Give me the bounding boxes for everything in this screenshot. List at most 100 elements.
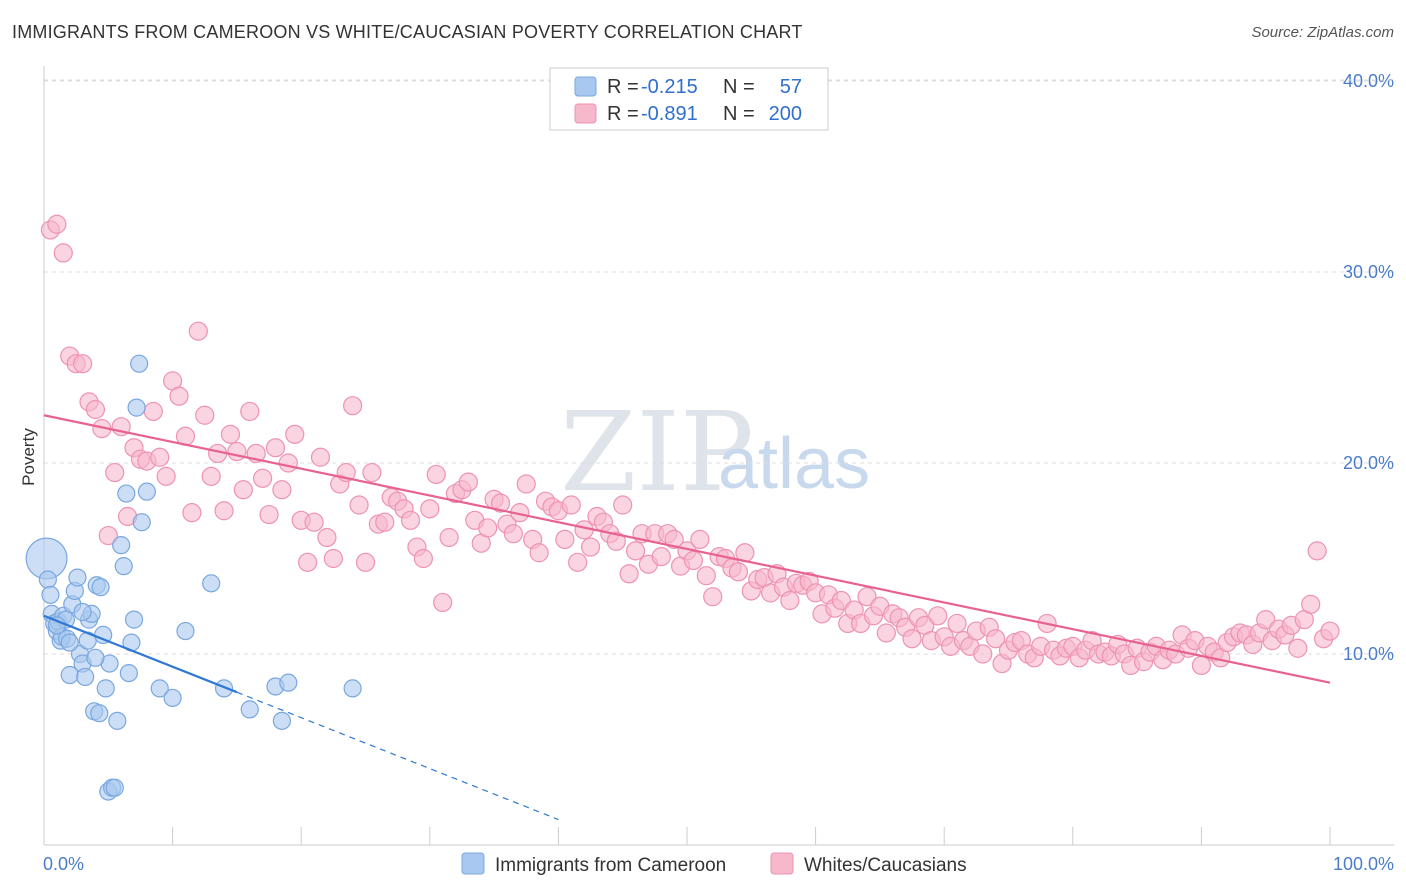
point-cameroon bbox=[91, 578, 110, 597]
point-whites bbox=[317, 527, 337, 548]
point-whites bbox=[53, 243, 73, 263]
point-whites bbox=[188, 321, 208, 341]
point-whites bbox=[214, 501, 234, 521]
point-cameroon bbox=[119, 663, 138, 683]
point-whites bbox=[85, 399, 106, 420]
point-whites bbox=[728, 562, 749, 582]
point-cameroon bbox=[38, 570, 57, 589]
point-whites bbox=[516, 474, 536, 494]
point-whites bbox=[233, 480, 253, 500]
point-whites bbox=[265, 438, 286, 458]
point-cameroon bbox=[112, 536, 131, 555]
point-whites bbox=[580, 537, 601, 557]
legend-n-label-2: N = bbox=[723, 103, 755, 125]
point-whites bbox=[355, 552, 376, 572]
point-whites bbox=[426, 464, 446, 485]
point-cameroon bbox=[132, 513, 151, 532]
point-whites bbox=[240, 401, 260, 422]
point-cameroon bbox=[60, 633, 79, 652]
point-whites bbox=[780, 590, 800, 611]
x-tick-min: 0.0% bbox=[43, 854, 84, 874]
point-whites bbox=[902, 629, 922, 649]
point-whites bbox=[349, 495, 369, 515]
point-cameroon bbox=[68, 568, 87, 587]
point-whites bbox=[272, 480, 292, 500]
point-cameroon bbox=[114, 557, 133, 576]
bottom-legend-swatch-blue bbox=[461, 852, 485, 875]
trend-line-cameroon bbox=[43, 614, 238, 694]
point-whites bbox=[47, 214, 67, 234]
point-whites bbox=[986, 629, 1006, 649]
point-whites bbox=[928, 606, 948, 626]
point-whites bbox=[619, 564, 639, 584]
point-whites bbox=[857, 587, 877, 607]
grid-lines: 10.0% 20.0% 30.0% 40.0% bbox=[44, 71, 1394, 664]
point-whites bbox=[439, 527, 459, 548]
point-whites bbox=[458, 472, 478, 492]
legend-r-label-1: R = bbox=[607, 76, 639, 98]
point-whites bbox=[343, 396, 363, 416]
point-whites bbox=[568, 552, 588, 572]
point-whites bbox=[253, 468, 273, 488]
point-cameroon bbox=[214, 679, 234, 698]
point-whites bbox=[478, 518, 498, 538]
point-cameroon bbox=[137, 482, 156, 501]
point-cameroon bbox=[41, 585, 60, 604]
point-whites bbox=[1320, 621, 1340, 641]
y-axis-label: Poverty bbox=[19, 428, 38, 486]
point-whites bbox=[529, 543, 549, 563]
point-cameroon bbox=[90, 704, 109, 723]
point-whites bbox=[143, 401, 163, 422]
bottom-legend-series2: Whites/Caucasians bbox=[804, 855, 967, 876]
point-whites bbox=[227, 441, 247, 462]
point-whites bbox=[1307, 541, 1327, 561]
point-whites bbox=[651, 546, 671, 567]
trend-line-cameroon-extension bbox=[236, 691, 559, 821]
y-tick-label: 40.0% bbox=[1343, 71, 1394, 91]
legend-swatch-pink bbox=[574, 103, 597, 124]
point-cameroon bbox=[240, 700, 259, 719]
legend-swatch-blue bbox=[574, 76, 597, 97]
point-whites bbox=[973, 644, 993, 664]
trend-line-whites bbox=[43, 414, 1331, 684]
legend-box: R = -0.215 N = 57 R = -0.891 N = 200 bbox=[549, 67, 829, 131]
source-label: Source: ZipAtlas.com bbox=[1251, 24, 1394, 41]
point-cameroon bbox=[202, 574, 221, 593]
point-whites bbox=[1256, 610, 1276, 630]
legend-r-label-2: R = bbox=[607, 103, 639, 125]
point-whites bbox=[555, 529, 575, 550]
point-whites bbox=[304, 512, 324, 532]
point-whites bbox=[150, 447, 170, 467]
point-whites bbox=[72, 354, 93, 374]
bottom-legend: Immigrants from Cameroon Whites/Caucasia… bbox=[461, 852, 967, 876]
point-whites bbox=[105, 462, 125, 483]
point-whites bbox=[375, 512, 395, 532]
series-whites-points bbox=[40, 214, 1340, 676]
point-cameroon bbox=[130, 354, 149, 373]
point-cameroon bbox=[150, 679, 169, 698]
legend-r-value-2: -0.891 bbox=[641, 103, 698, 125]
point-whites bbox=[413, 548, 433, 569]
point-cameroon bbox=[73, 602, 92, 622]
point-whites bbox=[831, 590, 851, 611]
point-cameroon bbox=[163, 688, 182, 708]
bottom-legend-swatch-pink bbox=[770, 852, 794, 875]
point-whites bbox=[156, 466, 176, 486]
point-whites bbox=[606, 531, 626, 551]
point-cameroon bbox=[86, 648, 105, 667]
point-whites bbox=[310, 447, 331, 467]
point-whites bbox=[400, 510, 421, 530]
point-whites bbox=[420, 499, 440, 519]
chart-title: IMMIGRANTS FROM CAMEROON VS WHITE/CAUCAS… bbox=[12, 22, 803, 42]
point-cameroon bbox=[343, 679, 362, 698]
point-whites bbox=[362, 462, 382, 483]
x-tick-max: 100.0% bbox=[1333, 854, 1394, 874]
y-tick-label: 10.0% bbox=[1343, 644, 1394, 664]
point-whites bbox=[195, 405, 215, 425]
point-whites bbox=[625, 541, 646, 561]
point-cameroon bbox=[105, 778, 124, 797]
point-whites bbox=[1301, 594, 1321, 614]
point-whites bbox=[1288, 638, 1308, 658]
point-whites bbox=[259, 504, 279, 525]
